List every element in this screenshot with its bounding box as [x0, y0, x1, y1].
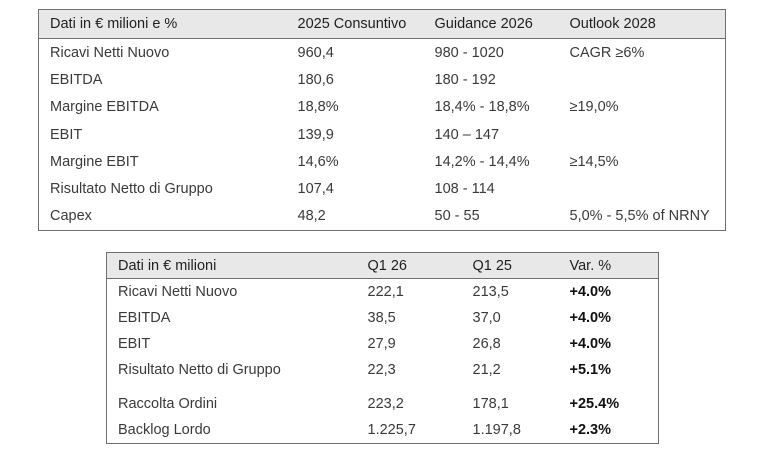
row-label: Capex [50, 208, 92, 225]
variation-cell: +4.0% [569, 310, 612, 326]
table-cell: 180 - 192 [434, 71, 496, 88]
guidance-table: Dati in € milioni e % 2025 Consuntivo Gu… [38, 9, 726, 232]
table-row: EBIT 139,9 140 – 147 [39, 121, 726, 148]
table-cell: 27,9 [367, 336, 396, 352]
table-cell [559, 66, 726, 93]
table-row: Backlog Lordo 1.225,7 1.197,8 +2.3% [107, 417, 659, 444]
table-cell: 140 – 147 [434, 126, 500, 143]
row-label: EBIT [118, 336, 151, 352]
table-cell: 14,2% - 14,4% [434, 153, 530, 170]
row-label: Ricavi Netti Nuovo [50, 44, 170, 61]
header-cell: Outlook 2028 [558, 9, 726, 39]
variation-cell: +4.0% [569, 336, 612, 352]
row-spacer [107, 383, 659, 391]
table-cell: ≥14,5% [569, 153, 619, 170]
table-cell: 960,4 [297, 44, 334, 61]
table-row: Capex 48,2 50 - 55 5,0% - 5,5% of NRNY [39, 203, 726, 231]
table-row: EBITDA 180,6 180 - 192 [39, 66, 726, 93]
header-cell: Dati in € milioni [106, 252, 357, 279]
variation-cell: +2.3% [569, 422, 612, 438]
row-label: Raccolta Ordini [118, 396, 218, 412]
table-cell: 38,5 [367, 310, 396, 326]
table-cell: 178,1 [472, 396, 509, 412]
quarter-table: Dati in € milioni Q1 26 Q1 25 Var. % Ric… [106, 252, 659, 444]
table-cell: 108 - 114 [434, 181, 495, 198]
header-cell: Q1 26 [356, 252, 462, 279]
variation-cell: +4.0% [569, 284, 612, 300]
table-row: Margine EBITDA 18,8% 18,4% - 18,8% ≥19,0… [39, 94, 726, 121]
variation-cell: +25.4% [569, 396, 620, 412]
table-row: Ricavi Netti Nuovo 960,4 980 - 1020 CAGR… [39, 39, 726, 67]
table-cell: 21,2 [472, 362, 501, 378]
row-label: Backlog Lordo [118, 422, 211, 438]
row-label: Margine EBIT [50, 153, 139, 170]
row-label: EBITDA [118, 310, 171, 326]
table-cell [559, 175, 726, 202]
row-label: Ricavi Netti Nuovo [118, 284, 238, 300]
table-cell: 14,6% [297, 153, 339, 170]
table-cell: 223,2 [367, 396, 404, 412]
table-row: Risultato Netto di Gruppo 107,4 108 - 11… [39, 175, 726, 202]
table-cell: 222,1 [367, 284, 404, 300]
row-label: EBITDA [50, 71, 103, 88]
table-cell: ≥19,0% [569, 99, 619, 116]
table-cell: 1.197,8 [472, 422, 521, 438]
row-label: Risultato Netto di Gruppo [118, 362, 281, 378]
table-cell: 26,8 [472, 336, 501, 352]
table-cell: 48,2 [297, 208, 326, 225]
table-cell [559, 121, 726, 148]
table-cell: 5,0% - 5,5% of NRNY [569, 208, 710, 225]
header-cell: Dati in € milioni e % [38, 9, 287, 39]
table-row: Margine EBIT 14,6% 14,2% - 14,4% ≥14,5% [39, 148, 726, 175]
header-cell: Q1 25 [461, 252, 559, 279]
table-cell: 980 - 1020 [434, 44, 504, 61]
row-label: Margine EBITDA [50, 99, 159, 116]
table-cell: 22,3 [367, 362, 396, 378]
row-label: Risultato Netto di Gruppo [50, 181, 213, 198]
table-cell: 50 - 55 [434, 208, 480, 225]
table-cell: 213,5 [472, 284, 509, 300]
table-cell: 18,4% - 18,8% [434, 99, 530, 116]
table-cell: 180,6 [297, 71, 334, 88]
table-cell: 107,4 [297, 181, 334, 198]
table-row: Ricavi Netti Nuovo 222,1 213,5 +4.0% [107, 279, 659, 306]
table-cell: 37,0 [472, 310, 501, 326]
row-label: EBIT [50, 126, 83, 143]
table-row: Risultato Netto di Gruppo 22,3 21,2 +5.1… [107, 357, 659, 383]
table-header-row: Dati in € milioni Q1 26 Q1 25 Var. % [106, 252, 659, 279]
table-row: EBIT 27,9 26,8 +4.0% [107, 331, 659, 357]
table-header-row: Dati in € milioni e % 2025 Consuntivo Gu… [38, 9, 726, 39]
table-row: Raccolta Ordini 223,2 178,1 +25.4% [107, 391, 659, 417]
table-cell: 1.225,7 [367, 422, 416, 438]
header-cell: 2025 Consuntivo [286, 9, 424, 39]
table-cell: CAGR ≥6% [569, 44, 645, 61]
table-cell: 18,8% [297, 99, 339, 116]
variation-cell: +5.1% [569, 362, 612, 378]
table-cell: 139,9 [297, 126, 334, 143]
header-cell: Guidance 2026 [423, 9, 559, 39]
header-cell: Var. % [558, 252, 659, 279]
table-row: EBITDA 38,5 37,0 +4.0% [107, 305, 659, 331]
